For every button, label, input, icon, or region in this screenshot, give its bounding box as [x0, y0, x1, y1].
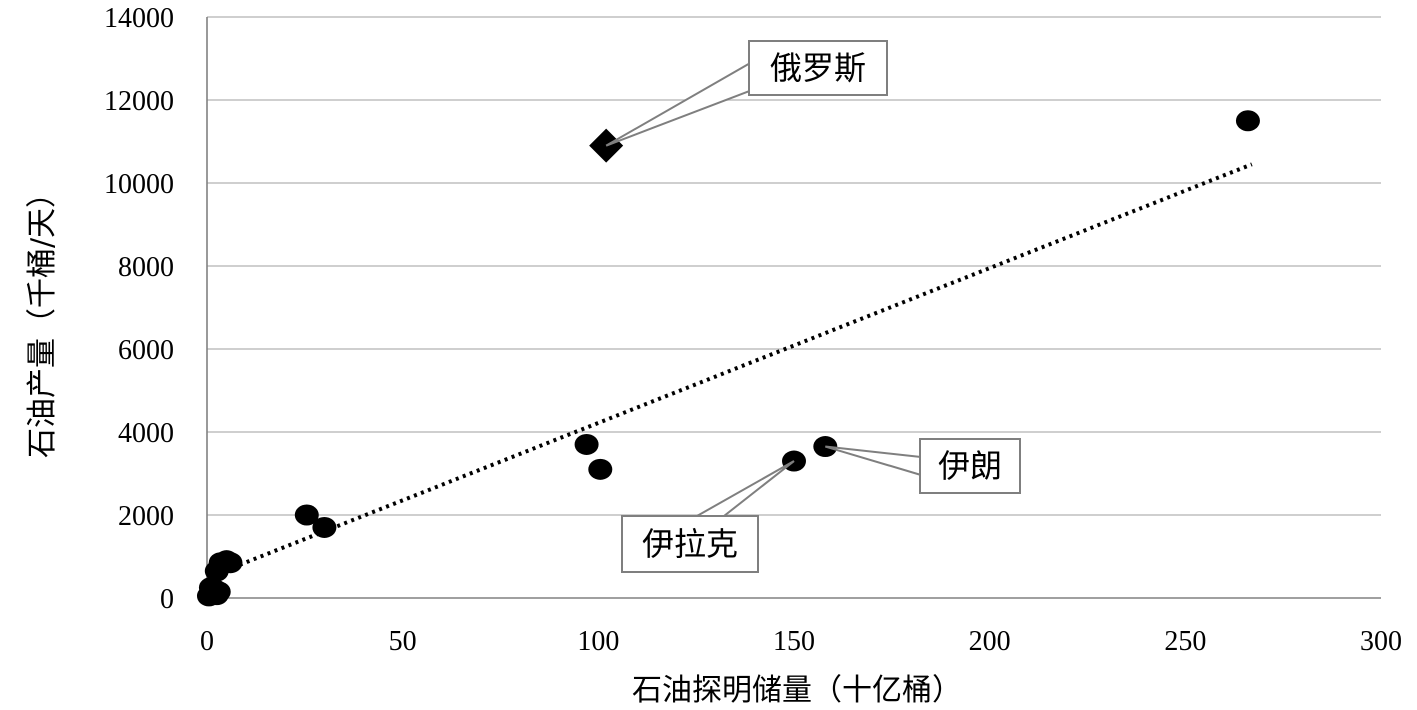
data-point	[312, 516, 337, 538]
x-axis-title: 石油探明储量（十亿桶）	[632, 673, 962, 708]
x-tick-label: 200	[969, 626, 1011, 657]
x-tick-label: 50	[389, 626, 417, 657]
data-point	[574, 433, 599, 455]
tick-labels: 0 2000 4000 6000 8000 10000 12000 14000 0 50 100 15…	[104, 3, 1402, 657]
data-point	[294, 504, 319, 526]
callout-pointer	[693, 460, 795, 517]
data-points	[196, 110, 1260, 607]
y-tick-label: 10000	[104, 169, 174, 200]
y-tick-label: 8000	[118, 252, 174, 283]
x-tick-label: 0	[200, 626, 214, 657]
y-tick-label: 6000	[118, 335, 174, 366]
y-tick-label: 14000	[104, 3, 174, 34]
y-tick-label: 4000	[118, 418, 174, 449]
x-tick-label: 250	[1164, 626, 1206, 657]
x-tick-label: 300	[1360, 626, 1402, 657]
x-tick-label: 150	[773, 626, 815, 657]
callout-box	[919, 438, 1021, 494]
y-axis-title: 石油产量（千桶/天）	[25, 178, 60, 458]
gridlines	[207, 16, 1381, 516]
callout-label: 伊朗	[938, 447, 1002, 485]
y-tick-label: 12000	[104, 86, 174, 117]
callout-label: 俄罗斯	[770, 49, 866, 87]
data-point	[206, 581, 231, 603]
data-point	[588, 458, 613, 480]
y-tick-label: 2000	[118, 501, 174, 532]
axes	[206, 17, 1381, 599]
callout-pointer	[605, 60, 753, 147]
x-tick-label: 100	[577, 626, 619, 657]
data-point	[218, 552, 243, 574]
data-point	[1235, 110, 1260, 132]
trendline	[218, 162, 1253, 575]
callout-label: 伊拉克	[642, 525, 738, 563]
y-tick-label: 0	[160, 584, 174, 615]
callout-pointer	[825, 445, 922, 477]
callout-box	[748, 40, 888, 96]
callout-box	[621, 515, 759, 573]
trendline-group	[218, 162, 1253, 575]
